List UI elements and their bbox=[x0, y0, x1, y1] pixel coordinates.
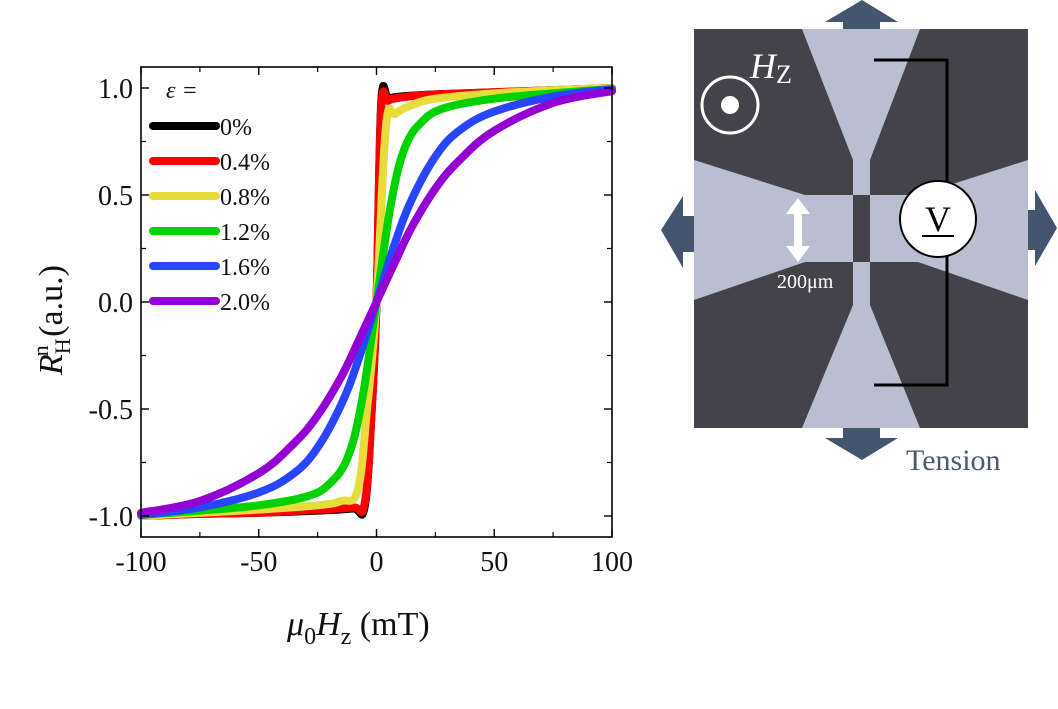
electrode-top bbox=[802, 29, 920, 195]
legend-label: 0.8% bbox=[220, 185, 270, 211]
voltmeter-label: V bbox=[925, 199, 951, 239]
tension-arrow-right-icon bbox=[1028, 190, 1057, 266]
x-axis-title: μ0Hz (mT) bbox=[286, 606, 430, 650]
tick-labels: -100 -50 0 50 100 -1.0 -0.5 0.0 0.5 1.0 bbox=[89, 74, 633, 578]
legend-label: 0.4% bbox=[220, 150, 270, 176]
field-label: HZ bbox=[749, 46, 792, 89]
y-tick-label: 0.0 bbox=[98, 288, 133, 319]
legend-item: 1.6% bbox=[149, 255, 270, 281]
legend-item: 0.4% bbox=[149, 150, 270, 176]
ticks-layer bbox=[140, 67, 613, 537]
legend-title: ε = bbox=[166, 78, 198, 104]
tension-arrow-up-icon bbox=[825, 0, 898, 29]
y-tick-label: -1.0 bbox=[89, 502, 133, 533]
y-tick-label: 1.0 bbox=[98, 74, 133, 105]
x-tick-label: -100 bbox=[115, 547, 166, 578]
tension-label: Tension bbox=[906, 444, 1001, 477]
x-tick-label: -50 bbox=[240, 547, 277, 578]
legend-label: 1.2% bbox=[220, 220, 270, 246]
field-label-H: H bbox=[749, 46, 778, 86]
y-axis-title-sup: n bbox=[28, 345, 53, 356]
x-tick-label: 0 bbox=[370, 547, 384, 578]
x-axis-title-sub0: 0 bbox=[304, 624, 316, 650]
y-axis-title-R: R bbox=[33, 354, 70, 376]
legend-item: 0% bbox=[149, 115, 252, 141]
legend: 0% 0.4% 0.8% 1.2% 1.6% 2.0% bbox=[149, 115, 270, 316]
series-line-2-0- bbox=[137, 87, 616, 517]
scale-double-arrow-icon bbox=[786, 198, 810, 262]
x-axis-title-unit: (mT) bbox=[351, 606, 429, 643]
out-of-plane-field-icon bbox=[700, 75, 760, 135]
tension-arrow-down-icon bbox=[825, 428, 898, 460]
legend-item: 1.2% bbox=[149, 220, 270, 246]
y-tick-label: 0.5 bbox=[98, 181, 133, 212]
legend-label: 2.0% bbox=[220, 290, 270, 316]
tension-arrows bbox=[661, 0, 1057, 460]
x-axis-title-mu: μ bbox=[286, 606, 304, 643]
electrode-left bbox=[694, 160, 853, 300]
device-micrograph-panel: V HZ 200μm Tension bbox=[661, 0, 1057, 477]
y-axis-title-sub: H bbox=[50, 338, 75, 354]
legend-label: 0% bbox=[220, 115, 252, 141]
x-axis-title-subz: z bbox=[341, 624, 352, 650]
tension-arrow-left-icon bbox=[661, 196, 694, 268]
voltmeter: V bbox=[899, 180, 977, 258]
legend-item: 0.8% bbox=[149, 185, 270, 211]
hall-resistance-chart: -100 -50 0 50 100 -1.0 -0.5 0.0 0.5 1.0 ε = 0% 0.4… bbox=[28, 66, 633, 650]
y-axis-title-unit: (a.u.) bbox=[33, 265, 70, 345]
voltmeter-circle bbox=[899, 180, 977, 258]
x-tick-label: 50 bbox=[480, 547, 508, 578]
legend-item: 2.0% bbox=[149, 290, 270, 316]
series-layer bbox=[137, 81, 616, 520]
y-tick-label: -0.5 bbox=[89, 395, 133, 426]
x-axis-title-H: H bbox=[315, 606, 343, 643]
x-tick-label: 100 bbox=[591, 547, 633, 578]
field-label-sub: Z bbox=[776, 60, 792, 89]
y-axis-title: RHn (a.u.) bbox=[28, 265, 75, 376]
scale-label: 200μm bbox=[777, 271, 834, 293]
legend-label: 1.6% bbox=[220, 255, 270, 281]
